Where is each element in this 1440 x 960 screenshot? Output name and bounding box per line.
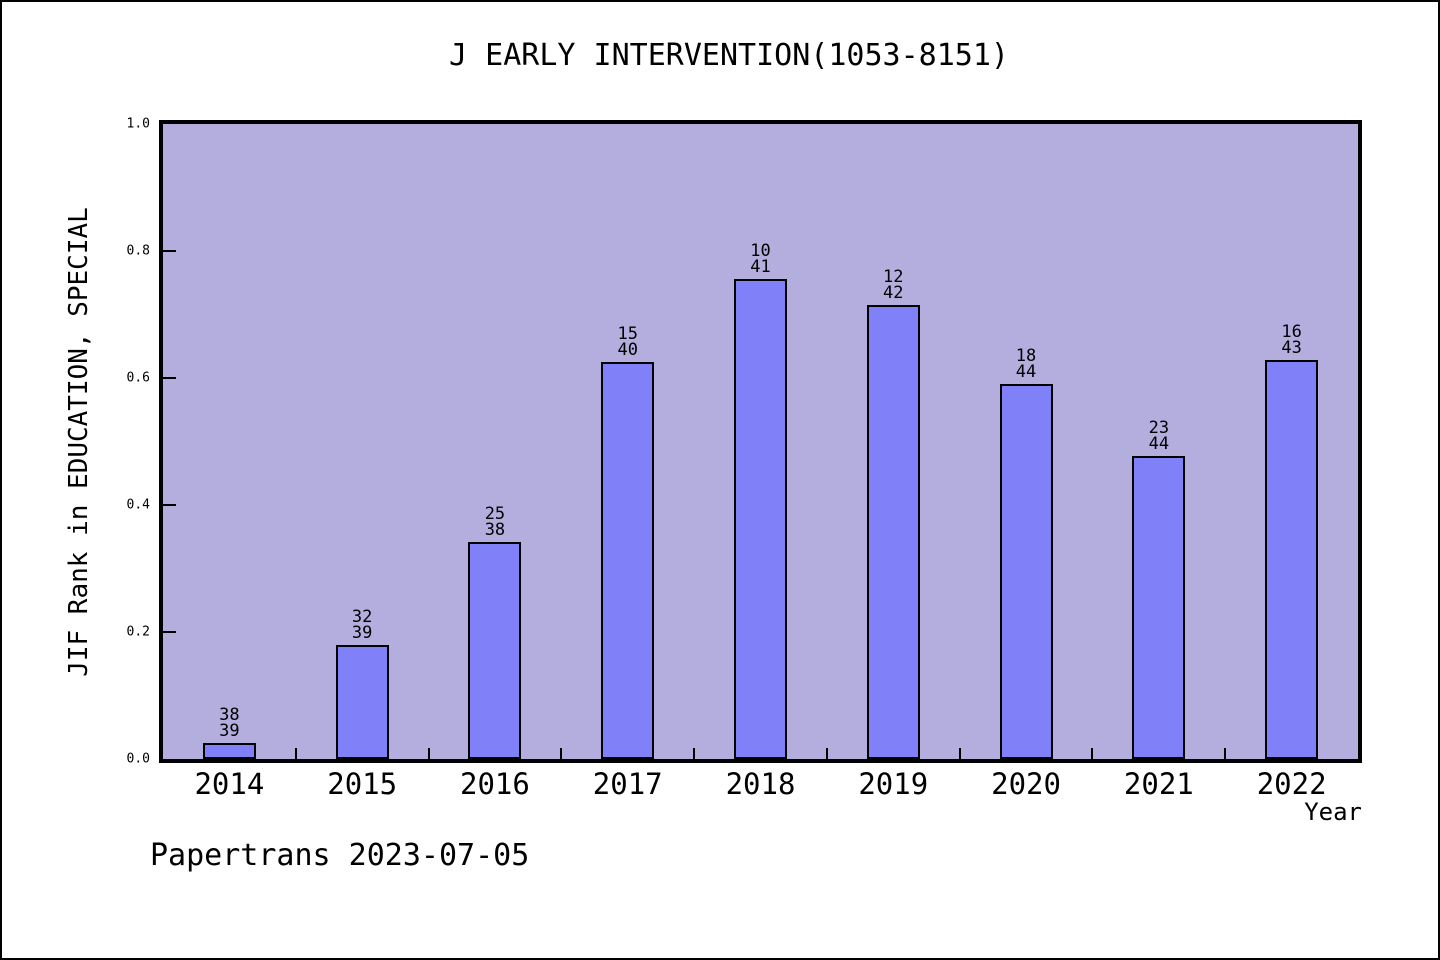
y-tick-mark: [163, 377, 176, 379]
bar-value-label-2018: 10 41: [750, 240, 771, 277]
y-tick-label-0.0: 0.0: [126, 751, 150, 767]
x-minor-tick: [427, 748, 430, 759]
bar-2021: [1132, 455, 1186, 759]
bar-value-label-2014: 38 39: [219, 704, 240, 741]
y-tick-mark: [163, 631, 176, 633]
bar-2022: [1265, 360, 1319, 759]
y-tick-mark: [163, 504, 176, 506]
bar-2016: [468, 541, 522, 759]
x-minor-tick: [560, 748, 563, 759]
x-minor-tick: [1224, 748, 1227, 759]
y-tick-label-0.4: 0.4: [126, 497, 150, 513]
x-minor-tick: [1091, 748, 1094, 759]
x-tick-label-2022: 2022: [1256, 767, 1327, 801]
x-tick-label-2016: 2016: [460, 767, 530, 801]
x-tick-label-2018: 2018: [725, 767, 796, 801]
bar-value-label-2016: 25 38: [484, 503, 506, 540]
bar-2018: [734, 278, 787, 759]
x-tick-label-2017: 2017: [592, 767, 663, 801]
watermark-text: Papertrans 2023-07-05: [150, 838, 530, 873]
x-minor-tick: [294, 748, 297, 759]
x-minor-tick: [693, 748, 696, 759]
bar-value-label-2017: 15 40: [617, 324, 638, 361]
bar-value-label-2015: 32 39: [351, 607, 373, 644]
y-tick-label-0.2: 0.2: [126, 624, 150, 640]
x-tick-label-2014: 2014: [194, 767, 265, 801]
y-tick-label-0.8: 0.8: [126, 243, 150, 259]
bar-2017: [601, 362, 655, 759]
x-axis-label: Year: [1304, 798, 1362, 826]
chart-title: J EARLY INTERVENTION(1053-8151): [449, 38, 1009, 73]
bar-value-label-2020: 18 44: [1015, 345, 1037, 382]
bar-2015: [335, 645, 389, 759]
y-tick-label-0.6: 0.6: [126, 370, 150, 386]
x-minor-tick: [825, 748, 828, 759]
bar-2019: [866, 305, 920, 759]
bar-value-label-2021: 23 44: [1148, 417, 1170, 454]
bar-value-label-2019: 12 42: [883, 267, 904, 304]
x-tick-label-2015: 2015: [327, 767, 398, 801]
y-axis-label: JIF Rank in EDUCATION, SPECIAL: [64, 207, 94, 677]
y-tick-mark: [163, 250, 176, 252]
y-tick-label-1.0: 1.0: [126, 116, 150, 132]
x-tick-label-2019: 2019: [858, 767, 929, 801]
bar-2020: [999, 383, 1053, 759]
bar-2014: [202, 742, 256, 759]
x-minor-tick: [958, 748, 961, 759]
bar-value-label-2022: 16 43: [1281, 322, 1302, 359]
x-tick-label-2021: 2021: [1123, 767, 1194, 801]
x-tick-label-2020: 2020: [991, 767, 1061, 801]
